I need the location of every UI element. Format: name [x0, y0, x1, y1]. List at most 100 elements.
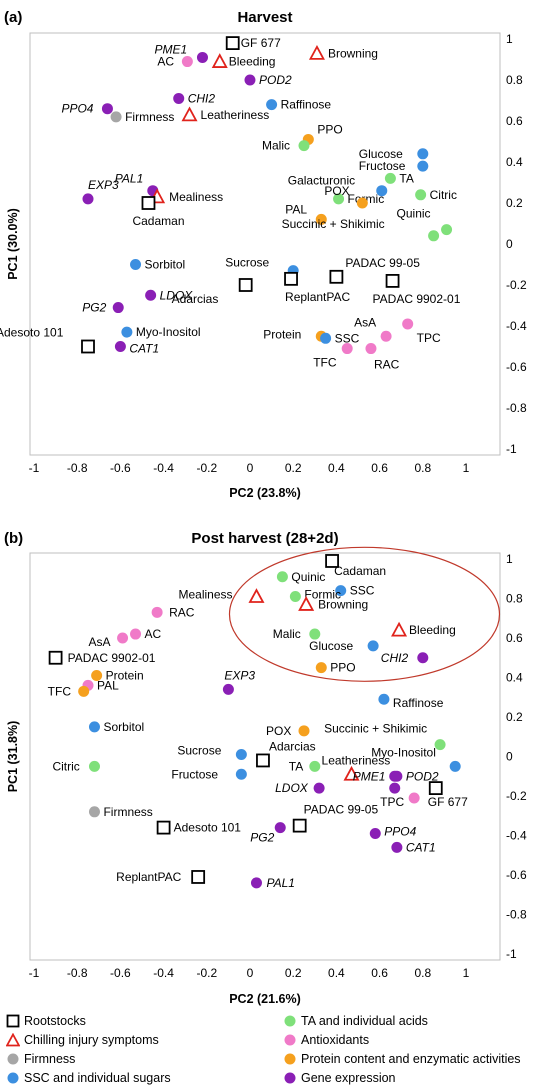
gene-marker — [196, 51, 208, 63]
gene-marker — [369, 828, 381, 840]
y-axis-label: PC1 (31.8%) — [6, 721, 20, 793]
point-label: Leatheriness — [322, 753, 391, 767]
y-tick-label: 0 — [506, 750, 513, 764]
point-label: TPC — [380, 795, 404, 809]
antioxidant-marker — [380, 330, 392, 342]
firmness-marker — [110, 111, 122, 123]
ssc-marker — [378, 693, 390, 705]
legend-label: Chilling injury symptoms — [24, 1033, 159, 1047]
point-label: EXP3 — [88, 178, 119, 192]
point-label: Browning — [318, 597, 368, 611]
point-label: PG2 — [82, 301, 106, 315]
point-label: Citric — [52, 759, 79, 773]
legend-label: SSC and individual sugars — [24, 1071, 171, 1085]
point-label: Cadaman — [334, 564, 386, 578]
ta-marker — [88, 760, 100, 772]
point-label: CHI2 — [188, 91, 216, 105]
ssc-marker — [376, 185, 388, 197]
gene-marker — [101, 103, 113, 115]
y-tick-label: 0.4 — [506, 671, 523, 685]
point-label: Adesoto 101 — [0, 326, 64, 340]
ssc-marker — [88, 721, 100, 733]
point-label: AC — [157, 55, 174, 69]
point-label: Leatheriness — [201, 108, 270, 122]
chilling-marker — [391, 621, 408, 637]
protein-marker — [298, 725, 310, 737]
legend-label: Gene expression — [301, 1071, 396, 1085]
gene-marker — [173, 92, 185, 104]
x-tick-label: -1 — [29, 966, 40, 980]
x-tick-label: 0 — [247, 461, 254, 475]
antioxidant-marker — [130, 628, 142, 640]
point-label: CHI2 — [381, 651, 409, 665]
protein-marker — [315, 213, 327, 225]
x-tick-label: -0.4 — [153, 461, 174, 475]
ssc-marker — [320, 332, 332, 344]
figure: (a) Harvest -1 -0.8 -0.6 -0.4 -0.2 0 0.2 0.4 0.6 0.… — [0, 9, 527, 1006]
square-marker-icon — [6, 1014, 20, 1028]
ta-marker — [333, 193, 345, 205]
gene-marker — [389, 782, 401, 794]
point-label: PAL1 — [115, 172, 143, 186]
x-axis-label: PC2 (23.8%) — [229, 486, 301, 500]
y-tick-label: 0.6 — [506, 631, 523, 645]
x-tick-label: -0.2 — [196, 966, 217, 980]
legend-label: Firmness — [24, 1052, 76, 1066]
point-label: Adarcias — [172, 292, 219, 306]
rootstock-marker — [428, 781, 443, 795]
rootstock-marker — [48, 650, 63, 665]
gene-marker — [222, 683, 234, 695]
gene-marker — [82, 193, 94, 205]
point-label: TFC — [313, 356, 337, 370]
point-label: Mealiness — [169, 190, 223, 204]
rootstock-marker — [225, 36, 240, 50]
gene-marker — [391, 841, 403, 853]
point-label: RAC — [374, 358, 400, 372]
point-label: PPO — [330, 661, 355, 675]
antioxidant-marker — [365, 343, 377, 355]
ssc-marker — [335, 585, 347, 597]
point-label: Myo-Inositol — [371, 745, 436, 759]
ssc-marker — [417, 148, 429, 160]
pink-dot-icon — [283, 1033, 297, 1047]
antioxidant-marker — [117, 632, 129, 644]
point-label: POD2 — [406, 769, 439, 783]
point-label: Fructose — [359, 159, 406, 173]
point-label: CAT1 — [129, 342, 159, 356]
point-label: Raffinose — [281, 98, 332, 112]
x-tick-label: 1 — [463, 461, 470, 475]
point-label: Quinic — [291, 570, 325, 584]
protein-marker — [315, 662, 327, 674]
y-tick-label: 0.6 — [506, 114, 523, 128]
chilling-marker — [211, 53, 228, 68]
point-label: POX — [324, 184, 349, 198]
gene-marker — [417, 652, 429, 664]
y-tick-label: -0.8 — [506, 401, 527, 415]
point-label: Formic — [304, 588, 341, 602]
point-label: LDOX — [275, 781, 309, 795]
y-tick-label: 0 — [506, 237, 513, 251]
chilling-marker — [308, 44, 325, 60]
point-label: Adarcias — [269, 739, 316, 753]
x-tick-label: 0.8 — [414, 461, 431, 475]
point-label: Adesoto 101 — [174, 821, 242, 835]
rootstock-marker — [325, 554, 339, 568]
protein-marker — [78, 685, 90, 697]
point-label: PG2 — [250, 831, 274, 845]
chart-title: Post harvest (28+2d) — [191, 530, 338, 547]
x-tick-label: 0 — [247, 966, 254, 980]
triangle-marker-icon — [5, 1032, 21, 1047]
gene-marker — [244, 74, 256, 86]
legend-item-firmness: Firmness — [6, 1052, 75, 1066]
point-label: Myo-Inositol — [136, 325, 201, 339]
point-label: TFC — [48, 684, 72, 698]
ta-marker — [298, 140, 310, 152]
point-label: Mealiness — [178, 588, 232, 602]
point-label: PAL — [97, 678, 119, 692]
antioxidant-marker — [151, 606, 163, 618]
point-label: EXP3 — [224, 668, 255, 682]
x-tick-label: 0.4 — [328, 461, 345, 475]
legend-label: Rootstocks — [24, 1014, 86, 1028]
rootstock-marker — [81, 339, 95, 354]
legend-item-antioxidants: Antioxidants — [283, 1033, 369, 1047]
